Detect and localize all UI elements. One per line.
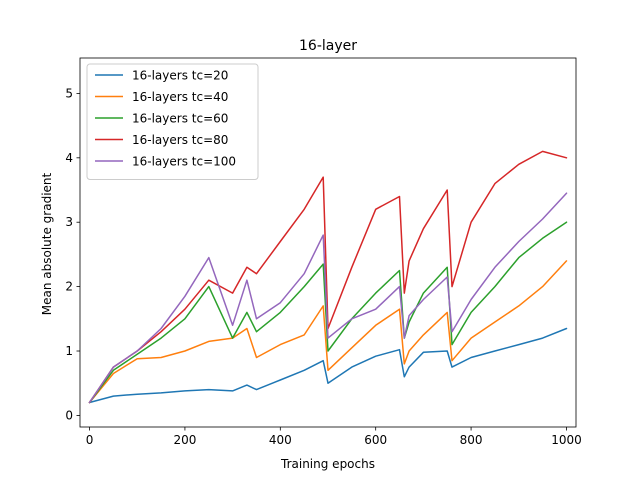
y-tick-label: 0	[65, 408, 73, 422]
series-line-3	[88, 221, 568, 404]
legend: 16-layers tc=20 16-layers tc=40 16-layers …	[86, 63, 259, 180]
x-tick-label: 400	[269, 433, 292, 447]
legend-box	[86, 63, 259, 180]
x-tick-label: 800	[460, 433, 483, 447]
x-tick-label: 1000	[551, 433, 582, 447]
y-tick-label: 3	[65, 215, 73, 229]
series-line-2	[88, 260, 568, 404]
plot-frame	[79, 57, 577, 428]
chart-title: 16-layer	[299, 38, 357, 54]
series-line-5	[88, 192, 568, 404]
y-tick-label: 5	[65, 86, 73, 100]
x-tick-label: 0	[86, 433, 94, 447]
x-tick-label: 600	[364, 433, 387, 447]
y-tick-label: 1	[65, 344, 73, 358]
y-tick-label: 2	[65, 280, 73, 294]
legend-label-2: 16-layers tc=40	[132, 90, 228, 104]
y-axis-label: Mean absolute gradient	[40, 172, 54, 315]
x-axis-label: Training epochs	[280, 457, 375, 471]
x-tick-label: 200	[173, 433, 196, 447]
legend-label-3: 16-layers tc=60	[132, 112, 228, 126]
series-line-1	[88, 327, 568, 404]
legend-label-1: 16-layers tc=20	[132, 69, 228, 83]
series-line-4	[88, 150, 568, 404]
y-tick-label: 4	[65, 151, 73, 165]
legend-label-4: 16-layers tc=80	[132, 133, 228, 147]
legend-label-5: 16-layers tc=100	[132, 155, 236, 169]
